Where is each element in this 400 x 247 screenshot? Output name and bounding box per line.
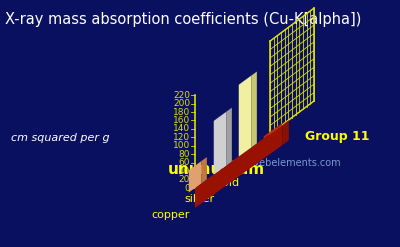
Text: X-ray mass absorption coefficients (Cu-K[alpha]): X-ray mass absorption coefficients (Cu-K… <box>5 12 361 27</box>
Polygon shape <box>239 76 251 157</box>
Text: 140: 140 <box>173 124 190 133</box>
Text: 0: 0 <box>184 184 190 192</box>
Polygon shape <box>195 120 289 188</box>
Polygon shape <box>282 120 289 145</box>
Polygon shape <box>264 127 276 139</box>
Polygon shape <box>251 72 257 147</box>
Text: 220: 220 <box>173 91 190 100</box>
Polygon shape <box>276 123 282 129</box>
Text: 120: 120 <box>173 133 190 142</box>
Polygon shape <box>214 112 226 174</box>
Text: Group 11: Group 11 <box>305 130 370 143</box>
Text: 100: 100 <box>173 141 190 150</box>
Polygon shape <box>226 108 232 165</box>
Text: unununium: unununium <box>168 162 265 177</box>
Text: 200: 200 <box>173 99 190 108</box>
Polygon shape <box>214 108 232 121</box>
Text: 160: 160 <box>173 116 190 125</box>
Text: 20: 20 <box>179 175 190 184</box>
Text: 60: 60 <box>178 158 190 167</box>
Text: copper: copper <box>152 210 190 220</box>
Text: silver: silver <box>185 194 215 204</box>
Text: 80: 80 <box>178 150 190 159</box>
Polygon shape <box>239 72 257 85</box>
Polygon shape <box>195 125 282 208</box>
Text: 180: 180 <box>173 107 190 117</box>
Polygon shape <box>189 157 207 170</box>
Polygon shape <box>264 123 282 136</box>
Text: gold: gold <box>216 178 240 188</box>
Polygon shape <box>189 161 201 192</box>
Text: 40: 40 <box>179 167 190 176</box>
Text: www.webelements.com: www.webelements.com <box>226 158 342 168</box>
Polygon shape <box>201 157 207 184</box>
Text: cm squared per g: cm squared per g <box>11 133 109 143</box>
